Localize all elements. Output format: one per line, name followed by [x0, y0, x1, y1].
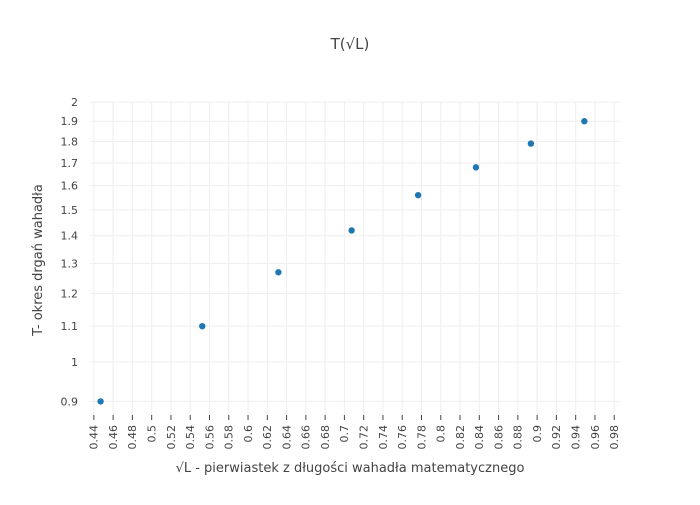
- chart-title: T(√L): [330, 35, 370, 53]
- x-tick-label: 0.82: [454, 425, 467, 450]
- x-tick-label: 0.58: [223, 425, 236, 450]
- x-tick-label: 0.62: [261, 425, 274, 450]
- x-axis-ticks: 0.44 0.46 0.48 0.5 0.52 0.54 0.56 0.58 0.6 0.62 0.…: [88, 415, 621, 450]
- grid-layer: [90, 101, 620, 415]
- y-tick-label: 1.6: [61, 180, 79, 193]
- data-point[interactable]: [348, 227, 355, 234]
- y-tick-label: 1.4: [61, 230, 79, 243]
- y-tick-label: 2: [71, 96, 78, 109]
- x-tick-label: 0.98: [608, 425, 621, 450]
- data-point[interactable]: [199, 322, 206, 330]
- x-tick-label: 0.96: [589, 425, 602, 450]
- y-tick-label: 1.8: [61, 136, 79, 149]
- y-axis-title: T- okres drgań wahadła: [31, 184, 46, 337]
- y-tick-label: 1.9: [61, 115, 79, 128]
- x-tick-label: 0.9: [531, 425, 544, 443]
- data-point[interactable]: [275, 269, 282, 276]
- x-tick-label: 0.52: [165, 425, 178, 450]
- data-points[interactable]: [97, 118, 588, 405]
- x-tick-label: 0.92: [550, 425, 563, 450]
- x-tick-label: 0.48: [126, 425, 139, 450]
- x-tick-label: 0.44: [88, 425, 101, 450]
- y-tick-label: 1: [71, 356, 78, 369]
- y-axis-ticks: 0.9 1 1.1 1.2 1.3 1.4 1.5 1.6 1.7 1.8 1.9 2: [61, 96, 79, 408]
- x-tick-label: 0.46: [107, 425, 120, 450]
- y-tick-label: 0.9: [61, 395, 79, 408]
- x-axis-title: √L - pierwiastek z długości wahadła mate…: [176, 461, 525, 476]
- y-tick-label: 1.1: [61, 320, 79, 333]
- data-point[interactable]: [527, 140, 535, 147]
- y-tick-label: 1.2: [61, 288, 79, 301]
- x-tick-label: 0.56: [203, 425, 216, 450]
- x-tick-label: 0.64: [280, 425, 293, 450]
- y-tick-label: 1.7: [61, 157, 79, 170]
- y-tick-label: 1.5: [61, 204, 79, 217]
- x-tick-label: 0.84: [473, 425, 486, 450]
- x-tick-label: 0.66: [300, 425, 313, 450]
- x-tick-label: 0.94: [570, 425, 583, 450]
- y-tick-label: 1.3: [61, 258, 79, 271]
- x-tick-label: 0.74: [377, 425, 390, 450]
- x-tick-label: 0.76: [396, 425, 409, 450]
- data-point[interactable]: [414, 191, 422, 199]
- x-tick-label: 0.78: [415, 425, 428, 450]
- x-tick-label: 0.72: [358, 425, 371, 450]
- x-tick-label: 0.8: [435, 425, 448, 443]
- x-tick-label: 0.86: [492, 425, 505, 450]
- x-tick-label: 0.68: [319, 425, 332, 450]
- data-point[interactable]: [472, 164, 480, 171]
- x-tick-label: 0.5: [146, 425, 159, 443]
- data-point[interactable]: [581, 118, 588, 125]
- x-tick-label: 0.88: [512, 425, 525, 450]
- x-tick-label: 0.7: [338, 425, 351, 443]
- x-tick-label: 0.6: [242, 425, 255, 443]
- data-point[interactable]: [97, 398, 104, 405]
- x-tick-label: 0.54: [184, 425, 197, 450]
